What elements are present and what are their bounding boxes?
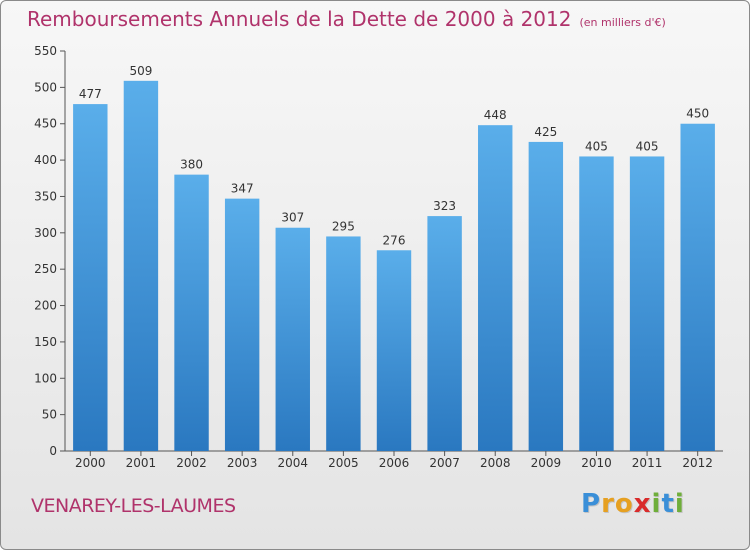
bar (427, 216, 462, 451)
data-label: 380 (180, 158, 203, 172)
chart-title: Remboursements Annuels de la Dette de 20… (27, 7, 666, 31)
data-label: 307 (281, 211, 304, 225)
y-tick-label: 400 (34, 153, 57, 167)
x-tick-label: 2000 (75, 456, 106, 470)
chart-subtitle: (en milliers d'€) (579, 16, 666, 29)
x-tick-label: 2006 (379, 456, 410, 470)
x-tick-label: 2008 (480, 456, 511, 470)
y-tick-label: 150 (34, 335, 57, 349)
x-tick-label: 2012 (682, 456, 713, 470)
data-label: 450 (686, 107, 709, 121)
logo-letter: o (614, 489, 634, 519)
x-tick-label: 2002 (176, 456, 207, 470)
data-label: 405 (636, 139, 659, 153)
chart-axes: 0 50 100 150 200 250 300 350 400 450 500 550 2000 200… (34, 44, 723, 470)
town-name: VENAREY-LES-LAUMES (31, 495, 236, 517)
bar (528, 141, 564, 451)
bar (326, 236, 361, 451)
x-tick-label: 2007 (429, 456, 460, 470)
data-label: 323 (433, 199, 456, 213)
x-tick-label: 2001 (126, 456, 157, 470)
bar (275, 227, 310, 451)
bar (478, 125, 513, 451)
data-label: 295 (332, 219, 355, 233)
x-tick-label: 2010 (581, 456, 612, 470)
logo-letter: i (674, 489, 685, 519)
y-tick-label: 500 (34, 80, 57, 94)
bar (73, 104, 108, 451)
logo-letter: i (651, 489, 662, 519)
data-label: 509 (129, 64, 152, 78)
x-tick-label: 2011 (632, 456, 663, 470)
y-tick-label: 550 (34, 44, 57, 58)
chart-bars: 477 509 380 347 307 295 276 323 448 425 405 405 450 (73, 64, 715, 452)
x-tick-label: 2005 (328, 456, 359, 470)
x-tick-label: 2004 (277, 456, 308, 470)
bar (224, 198, 260, 451)
logo-letter: r (601, 489, 615, 519)
y-tick-label: 250 (34, 262, 57, 276)
data-label: 448 (484, 108, 507, 122)
data-label: 347 (231, 182, 254, 196)
logo-letter: P (581, 489, 602, 519)
data-label: 425 (534, 125, 557, 139)
proxiti-logo: Proxiti (581, 489, 685, 519)
bar (680, 123, 715, 452)
y-tick-label: 300 (34, 226, 57, 240)
y-tick-label: 0 (49, 444, 57, 458)
logo-letter: x (633, 489, 652, 519)
data-label: 276 (383, 233, 406, 247)
x-tick-label: 2009 (531, 456, 562, 470)
chart-title-text: Remboursements Annuels de la Dette de 20… (27, 7, 572, 31)
bar (629, 156, 665, 452)
data-label: 477 (79, 87, 102, 101)
y-tick-label: 450 (34, 117, 57, 131)
data-label: 405 (585, 139, 608, 153)
y-tick-label: 100 (34, 371, 57, 385)
y-tick-label: 350 (34, 189, 57, 203)
bar (123, 80, 159, 452)
x-tick-label: 2003 (227, 456, 258, 470)
logo-letter: t (661, 489, 675, 519)
bar (579, 156, 614, 452)
y-tick-label: 200 (34, 299, 57, 313)
bar (174, 174, 209, 452)
y-tick-label: 50 (42, 408, 57, 422)
bar (376, 250, 412, 451)
